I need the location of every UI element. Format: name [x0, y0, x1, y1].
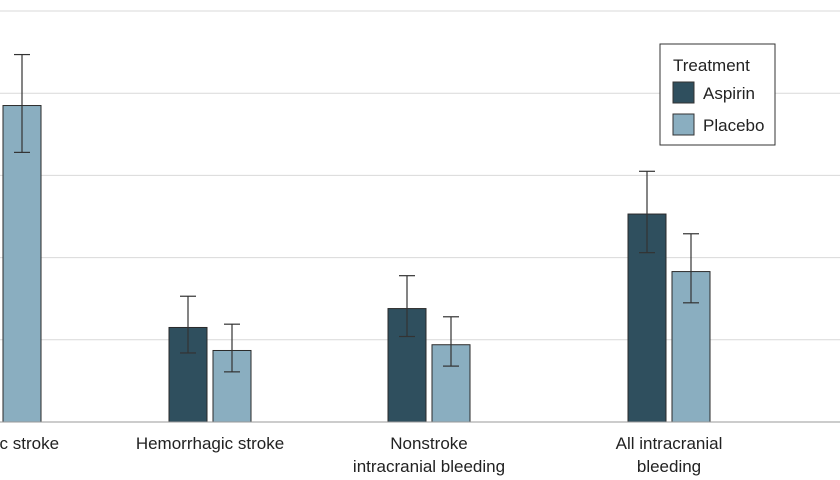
category-label-0: Ischemic stroke — [0, 434, 59, 453]
error-bar-aspirin-3 — [639, 170, 655, 254]
legend-swatch-placebo — [672, 113, 695, 136]
category-label-3: All intracranial bleeding — [616, 434, 723, 476]
category-label-2: Nonstroke intracranial bleeding — [353, 434, 505, 476]
bar-placebo-0 — [2, 105, 42, 423]
legend-label-placebo: Placebo — [703, 116, 764, 135]
error-bar-aspirin-1 — [180, 295, 196, 354]
legend-title: Treatment — [673, 56, 750, 75]
error-bar-placebo-0 — [14, 53, 30, 153]
legend: Treatment Aspirin Placebo — [659, 43, 776, 146]
error-bar-aspirin-2 — [399, 275, 415, 338]
error-bars — [14, 53, 699, 373]
legend-label-aspirin: Aspirin — [703, 84, 755, 103]
bars — [2, 105, 711, 423]
category-labels: Ischemic stroke Hemorrhagic stroke Nonstro… — [0, 434, 723, 476]
category-label-1: Hemorrhagic stroke — [136, 434, 284, 453]
error-bar-placebo-2 — [443, 316, 459, 367]
error-bar-placebo-1 — [224, 323, 240, 373]
legend-swatch-aspirin — [672, 81, 695, 104]
error-bar-placebo-3 — [683, 233, 699, 304]
